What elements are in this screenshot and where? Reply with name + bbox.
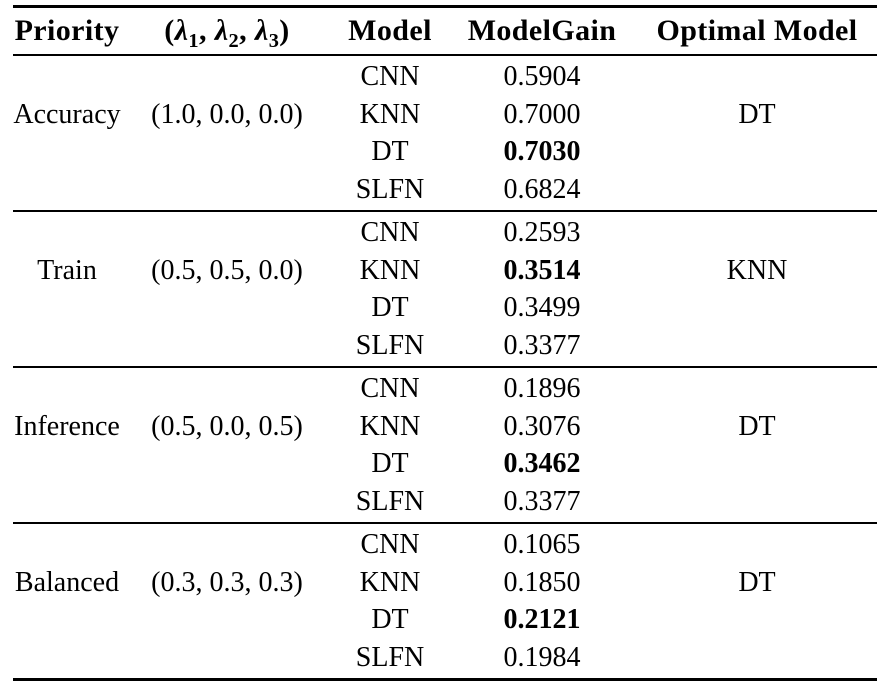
header-rule bbox=[13, 54, 877, 56]
optimal-model-cell: KNN bbox=[637, 214, 877, 364]
modelgain-value: 0.3377 bbox=[503, 485, 581, 517]
lambda-weights-cell: (0.3, 0.3, 0.3) bbox=[121, 526, 333, 676]
model-column-cell: CNN KNN DT SLFN bbox=[333, 526, 447, 676]
top-rule bbox=[13, 5, 877, 8]
optimal-model-value: DT bbox=[738, 98, 776, 130]
lambda-weights-cell: (1.0, 0.0, 0.0) bbox=[121, 58, 333, 208]
group-separator-rule bbox=[13, 366, 877, 368]
lambda-separator-1: , bbox=[199, 14, 215, 47]
column-header-modelgain: ModelGain bbox=[467, 14, 617, 47]
modelgain-column-cell: 0.2593 0.3514 0.3499 0.3377 bbox=[447, 214, 637, 364]
modelgain-value: 0.3514 bbox=[503, 254, 581, 286]
lambda-separator-2: , bbox=[239, 14, 255, 47]
column-header-lambda-weights: (λ1, λ2, λ3) bbox=[121, 14, 333, 51]
optimal-model-cell: DT bbox=[637, 526, 877, 676]
modelgain-value: 0.5904 bbox=[503, 61, 581, 92]
priority-cell: Balanced bbox=[13, 526, 121, 676]
optimal-model-cell: DT bbox=[637, 58, 877, 208]
model-name: SLFN bbox=[355, 641, 425, 673]
optimal-model-value: KNN bbox=[726, 254, 788, 286]
lambda-3-symbol: λ bbox=[254, 14, 269, 47]
optimal-model-value: DT bbox=[738, 566, 776, 598]
model-name: DT bbox=[371, 448, 409, 479]
priority-group-accuracy: Accuracy (1.0, 0.0, 0.0) CNN KNN DT SLFN… bbox=[13, 56, 877, 210]
column-header-priority: Priority bbox=[14, 14, 120, 47]
group-separator-rule bbox=[13, 522, 877, 524]
modelgain-value: 0.1896 bbox=[503, 373, 581, 404]
lambda-3-subscript: 3 bbox=[268, 30, 280, 52]
modelgain-value: 0.3462 bbox=[503, 448, 581, 479]
model-name: SLFN bbox=[355, 485, 425, 517]
priority-group-inference: Inference (0.5, 0.0, 0.5) CNN KNN DT SLF… bbox=[13, 368, 877, 522]
column-header-model: Model bbox=[348, 14, 432, 47]
modelgain-column-cell: 0.1065 0.1850 0.2121 0.1984 bbox=[447, 526, 637, 676]
lambda-weights-cell: (0.5, 0.5, 0.0) bbox=[121, 214, 333, 364]
model-name: DT bbox=[371, 292, 409, 323]
lambda-weights-value: (0.5, 0.0, 0.5) bbox=[151, 410, 303, 442]
group-separator-rule bbox=[13, 210, 877, 212]
modelgain-value: 0.2121 bbox=[503, 604, 581, 635]
lambda-close-paren: ) bbox=[279, 14, 290, 47]
lambda-weights-value: (0.3, 0.3, 0.3) bbox=[151, 566, 303, 598]
priority-label: Balanced bbox=[14, 566, 120, 598]
column-header-optimal-model: Optimal Model bbox=[656, 14, 858, 47]
modelgain-value: 0.1850 bbox=[503, 566, 581, 598]
model-column-cell: CNN KNN DT SLFN bbox=[333, 370, 447, 520]
priority-cell: Accuracy bbox=[13, 58, 121, 208]
modelgain-value: 0.6824 bbox=[503, 173, 581, 205]
lambda-2-symbol: λ bbox=[214, 14, 229, 47]
optimal-model-cell: DT bbox=[637, 370, 877, 520]
lambda-weights-value: (1.0, 0.0, 0.0) bbox=[151, 98, 303, 130]
lambda-weights-value: (0.5, 0.5, 0.0) bbox=[151, 254, 303, 286]
table-header-row: Priority (λ1, λ2, λ3) Model ModelGain Op… bbox=[13, 8, 877, 54]
bottom-rule bbox=[13, 678, 877, 681]
modelgain-value: 0.7000 bbox=[503, 98, 581, 130]
modelgain-column-cell: 0.1896 0.3076 0.3462 0.3377 bbox=[447, 370, 637, 520]
priority-label: Accuracy bbox=[13, 98, 121, 130]
model-name: DT bbox=[371, 136, 409, 167]
modelgain-value: 0.1065 bbox=[503, 529, 581, 560]
model-column-cell: CNN KNN DT SLFN bbox=[333, 58, 447, 208]
model-gain-results-table: Priority (λ1, λ2, λ3) Model ModelGain Op… bbox=[13, 5, 877, 681]
model-name: KNN bbox=[359, 98, 421, 130]
model-name: KNN bbox=[359, 410, 421, 442]
modelgain-value: 0.3377 bbox=[503, 329, 581, 361]
model-name: SLFN bbox=[355, 173, 425, 205]
lambda-2-subscript: 2 bbox=[228, 30, 240, 52]
model-name: DT bbox=[371, 604, 409, 635]
priority-cell: Train bbox=[13, 214, 121, 364]
optimal-model-value: DT bbox=[738, 410, 776, 442]
modelgain-value: 0.2593 bbox=[503, 217, 581, 248]
model-name: CNN bbox=[360, 529, 420, 560]
lambda-1-symbol: λ bbox=[174, 14, 189, 47]
priority-label: Inference bbox=[14, 410, 120, 442]
priority-group-balanced: Balanced (0.3, 0.3, 0.3) CNN KNN DT SLFN… bbox=[13, 524, 877, 678]
modelgain-column-cell: 0.5904 0.7000 0.7030 0.6824 bbox=[447, 58, 637, 208]
lambda-1-subscript: 1 bbox=[188, 30, 200, 52]
modelgain-value: 0.3076 bbox=[503, 410, 581, 442]
model-name: KNN bbox=[359, 566, 421, 598]
priority-cell: Inference bbox=[13, 370, 121, 520]
model-name: SLFN bbox=[355, 329, 425, 361]
modelgain-value: 0.7030 bbox=[503, 136, 581, 167]
lambda-weights-cell: (0.5, 0.0, 0.5) bbox=[121, 370, 333, 520]
model-column-cell: CNN KNN DT SLFN bbox=[333, 214, 447, 364]
model-name: KNN bbox=[359, 254, 421, 286]
modelgain-value: 0.3499 bbox=[503, 292, 581, 323]
model-name: CNN bbox=[360, 217, 420, 248]
modelgain-value: 0.1984 bbox=[503, 641, 581, 673]
priority-group-train: Train (0.5, 0.5, 0.0) CNN KNN DT SLFN 0.… bbox=[13, 212, 877, 366]
model-name: CNN bbox=[360, 61, 420, 92]
model-name: CNN bbox=[360, 373, 420, 404]
priority-label: Train bbox=[37, 254, 97, 286]
lambda-open-paren: ( bbox=[164, 14, 175, 47]
